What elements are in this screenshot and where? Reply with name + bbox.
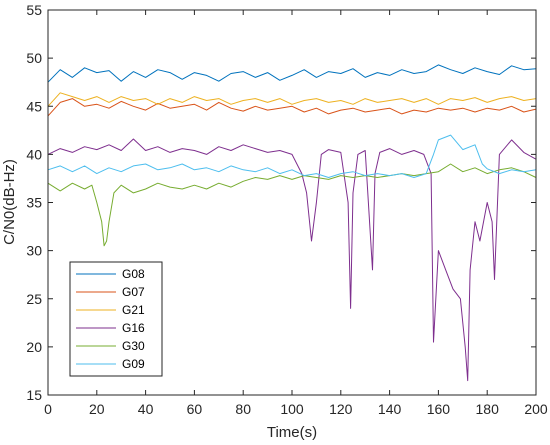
y-tick-label: 25 — [26, 291, 42, 307]
x-axis-label: Time(s) — [267, 424, 317, 441]
x-tick-label: 120 — [329, 401, 353, 417]
series-line-g21 — [47, 92, 537, 107]
y-tick-label: 15 — [26, 387, 42, 403]
y-tick-label: 20 — [26, 339, 42, 355]
y-tick-label: 40 — [26, 146, 42, 162]
y-tick-label: 50 — [26, 50, 42, 66]
series-line-g30 — [47, 163, 537, 247]
y-tick-label: 55 — [26, 2, 42, 18]
x-tick-label: 180 — [476, 401, 500, 417]
x-tick-label: 20 — [89, 401, 105, 417]
legend: G08 G07 G21 G16 G30 G09 — [69, 261, 163, 377]
x-tick-label: 200 — [524, 401, 548, 417]
series-line-g08 — [47, 64, 537, 83]
legend-box — [69, 261, 163, 377]
tick-layer: 0 20 40 60 80 100 120 140 160 180 200 15 20 25 30 35 40 4… — [26, 2, 547, 417]
series-line-g09 — [47, 134, 537, 178]
legend-label-g08: G08 — [122, 267, 145, 281]
legend-label-g09: G09 — [122, 357, 145, 371]
legend-label-g21: G21 — [122, 303, 145, 317]
y-tick-label: 35 — [26, 195, 42, 211]
legend-label-g07: G07 — [122, 285, 145, 299]
y-axis-label: C/N0(dB-Hz) — [1, 159, 18, 245]
series-layer — [47, 64, 537, 382]
legend-label-g16: G16 — [122, 321, 145, 335]
x-tick-label: 40 — [138, 401, 154, 417]
legend-label-g30: G30 — [122, 339, 145, 353]
y-tick-label: 45 — [26, 98, 42, 114]
x-tick-label: 60 — [187, 401, 203, 417]
x-tick-label: 100 — [280, 401, 304, 417]
y-tick-label: 30 — [26, 243, 42, 259]
x-tick-label: 0 — [44, 401, 52, 417]
x-tick-label: 160 — [427, 401, 451, 417]
x-tick-label: 80 — [235, 401, 251, 417]
series-line-g16 — [47, 138, 537, 382]
series-line-g07 — [47, 98, 537, 117]
x-tick-label: 140 — [378, 401, 402, 417]
